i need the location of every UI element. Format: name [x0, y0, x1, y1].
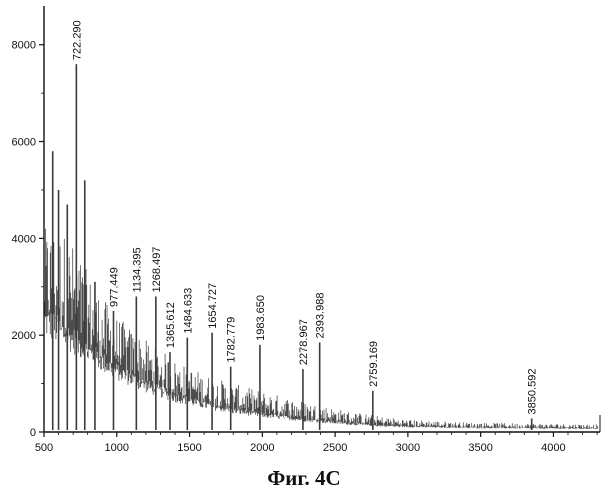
y-tick-label: 2000: [12, 330, 36, 342]
peak-label: 1365.612: [165, 302, 177, 348]
x-tick-label: 2000: [250, 442, 274, 454]
peak-label: 977.449: [108, 267, 120, 307]
peak-label: 1268.497: [151, 247, 163, 293]
peak-label: 1484.633: [182, 288, 194, 334]
peak-label: 1654.727: [207, 283, 219, 329]
peak-label: 722.290: [71, 20, 83, 60]
mass-spectrum-chart: 500 1000 1500 2000 2500 3000 3500 4000 0 2000 4000…: [0, 0, 608, 460]
x-tick-label: 3500: [468, 442, 492, 454]
y-tick-label: 4000: [12, 233, 36, 245]
x-tick-label: 1000: [105, 442, 129, 454]
peak-label: 1782.779: [226, 317, 238, 363]
x-tick-label: 1500: [177, 442, 201, 454]
peak-label: 3850.592: [527, 369, 539, 415]
y-tick-label: 0: [30, 427, 36, 439]
x-tick-label: 4000: [541, 442, 565, 454]
figure-caption: Фиг. 4C: [0, 466, 608, 491]
axes: 500 1000 1500 2000 2500 3000 3500 4000 0 2000 4000…: [12, 6, 600, 454]
peak-labels: 722.290 977.449 1134.395 1268.4971365.612 14…: [71, 20, 538, 414]
y-tick-label: 8000: [12, 40, 36, 52]
plot-area: [45, 64, 598, 430]
y-tick-label: 6000: [12, 137, 36, 149]
x-tick-label: 3000: [396, 442, 420, 454]
peak-label: 2393.988: [315, 293, 327, 339]
x-tick-label: 500: [35, 442, 53, 454]
peak-label: 1134.395: [131, 247, 143, 292]
peak-label: 1983.650: [255, 295, 267, 341]
peak-label: 2759.169: [368, 341, 380, 387]
x-tick-label: 2500: [323, 442, 347, 454]
peak-label: 2278.967: [298, 319, 310, 365]
